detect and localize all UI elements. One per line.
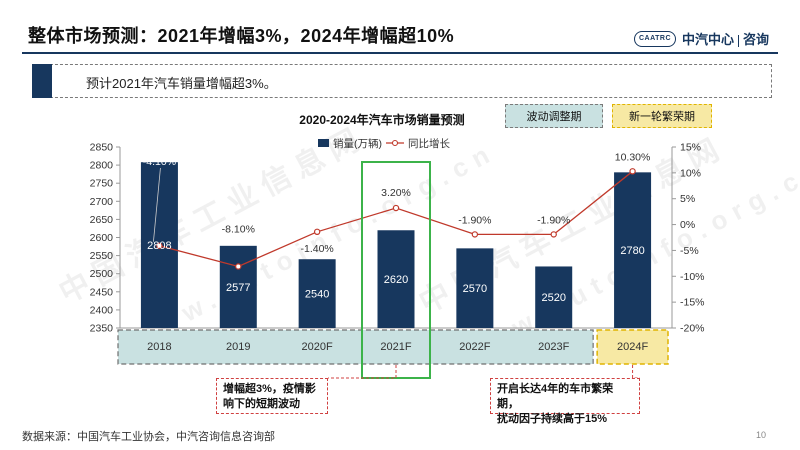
- logo-text: 中汽中心 咨询: [682, 29, 769, 48]
- logo-badge-icon: CAATRC: [634, 30, 676, 47]
- y-left-tick-label: 2400: [90, 304, 114, 316]
- y-right-tick-label: -15%: [680, 297, 705, 309]
- y-right-tick-label: -5%: [680, 245, 699, 257]
- legend-prosperity-period: 新一轮繁荣期: [612, 104, 712, 128]
- chart-title: 2020-2024年汽车市场销量预测: [299, 112, 464, 127]
- x-tick-label: 2021F: [380, 341, 411, 353]
- legend-swatch-bar: [318, 139, 329, 147]
- band-prosperity: [596, 329, 669, 365]
- line-point-2021F: [392, 204, 400, 212]
- x-tick-label: 2023F: [538, 341, 569, 353]
- summary-text: 预计2021年汽车销量增幅超3%。: [86, 76, 277, 91]
- bar-2019: [219, 245, 257, 328]
- note-2024-prosperity: 开启长达4年的车市繁荣期， 扰动因子持续高于15%: [490, 378, 640, 425]
- bar-2021F: [377, 230, 415, 328]
- brand-logo: CAATRC 中汽中心 咨询: [634, 29, 769, 48]
- x-tick-label: 2024F: [617, 341, 648, 353]
- note-2021-line2: 响下的短期波动: [223, 398, 300, 410]
- x-tick-label: 2018: [147, 341, 171, 353]
- y-right-tick-label: -10%: [680, 271, 705, 283]
- line-point-2018: [156, 242, 163, 249]
- y-left-tick-label: 2600: [90, 232, 114, 244]
- y-right-tick-label: 0%: [680, 219, 695, 231]
- note-2024-line1: 开启长达4年的车市繁荣期，: [497, 383, 614, 410]
- note-2021-line1: 增幅超3%，疫情影: [223, 383, 316, 395]
- logo-text-left: 中汽中心: [682, 32, 735, 47]
- bar-2022F: [456, 248, 494, 328]
- y-left-tick-label: 2650: [90, 214, 114, 226]
- note-2021-fluctuation: 增幅超3%，疫情影 响下的短期波动: [216, 378, 328, 414]
- legend-label-line: 同比增长: [408, 137, 450, 150]
- note-2024-line2: 扰动因子持续高于15%: [497, 413, 608, 425]
- legend-label-bar: 销量(万辆): [333, 137, 382, 150]
- x-tick-label: 2022F: [459, 341, 490, 353]
- line-value-label: -1.40%: [301, 243, 334, 255]
- line-value-label: -8.10%: [222, 223, 255, 235]
- line-point-2020F: [313, 228, 321, 236]
- x-tick-label: 2019: [226, 341, 250, 353]
- bar-value-label: 2520: [541, 292, 565, 304]
- y-left-tick-label: 2550: [90, 250, 114, 262]
- y-right-tick-label: 10%: [680, 167, 701, 179]
- legend-fluctuation-period: 波动调整期: [505, 104, 603, 128]
- line-point-2023F: [550, 231, 557, 238]
- bar-value-label: 2577: [226, 282, 250, 294]
- bar-value-label: 2780: [620, 245, 644, 257]
- legend-swatch-line-marker: [391, 139, 399, 147]
- bar-value-label: 2808: [147, 240, 171, 252]
- bar-value-label: 2540: [305, 289, 329, 301]
- line-value-label: -1.90%: [458, 214, 491, 226]
- line-value-label: -4.10%: [143, 156, 176, 168]
- y-right-tick-label: 5%: [680, 193, 695, 205]
- y-left-tick-label: 2700: [90, 196, 114, 208]
- line-value-label: 10.30%: [615, 151, 651, 163]
- y-left-tick-label: 2450: [90, 286, 114, 298]
- band-fluctuation: [117, 329, 594, 365]
- y-right-tick-label: -20%: [680, 323, 705, 335]
- y-left-tick-label: 2800: [90, 160, 114, 172]
- bar-value-label: 2570: [463, 283, 487, 295]
- title-divider: [22, 52, 778, 54]
- line-value-label: 3.20%: [381, 187, 411, 199]
- logo-text-right: 咨询: [743, 32, 770, 47]
- page-number: 10: [756, 430, 767, 440]
- line-point-2022F: [471, 231, 479, 238]
- bar-2024F: [614, 172, 652, 328]
- bar-2023F: [535, 266, 573, 328]
- bar-2020F: [298, 259, 336, 328]
- line-point-2019: [235, 263, 242, 270]
- line-point-2024F: [629, 168, 636, 175]
- y-left-tick-label: 2500: [90, 268, 114, 280]
- page-title: 整体市场预测：2021年增幅3%，2024年增幅超10%: [28, 26, 455, 46]
- y-left-tick-label: 2850: [90, 142, 114, 154]
- y-right-tick-label: 15%: [680, 142, 701, 154]
- summary-accent-bar: [32, 64, 52, 98]
- y-left-tick-label: 2750: [90, 178, 114, 190]
- data-source: 数据来源：中国汽车工业协会，中汽咨询信息咨询部: [22, 431, 275, 443]
- line-value-label: -1.90%: [537, 214, 570, 226]
- y-left-tick-label: 2350: [90, 323, 114, 335]
- connector-2021: [328, 365, 397, 379]
- leader-line-2018: [153, 167, 161, 242]
- bar-value-label: 2620: [384, 274, 408, 286]
- logo-separator: [738, 34, 740, 47]
- x-tick-label: 2020F: [302, 341, 333, 353]
- connector-2024: [632, 365, 640, 379]
